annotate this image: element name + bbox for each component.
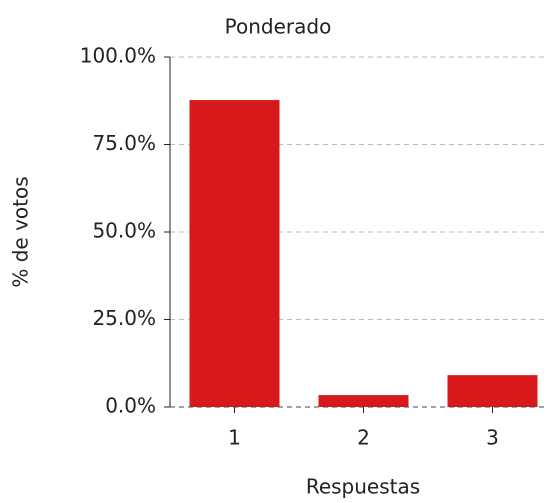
x-tick-label: 2 [357, 426, 370, 450]
x-tick-label: 1 [228, 426, 241, 450]
y-tick-label: 75.0% [92, 131, 156, 155]
bar [318, 395, 409, 407]
y-tick-label: 100.0% [80, 44, 156, 68]
x-axis-label: Respuestas [306, 475, 420, 499]
y-tick-label: 25.0% [92, 306, 156, 330]
y-axis-label: % de votos [9, 176, 33, 287]
bar [447, 375, 538, 407]
y-tick-label: 0.0% [105, 394, 156, 418]
x-tick-label: 3 [486, 426, 499, 450]
bar [189, 100, 280, 408]
y-tick-label: 50.0% [92, 219, 156, 243]
chart-title: Ponderado [225, 15, 332, 39]
